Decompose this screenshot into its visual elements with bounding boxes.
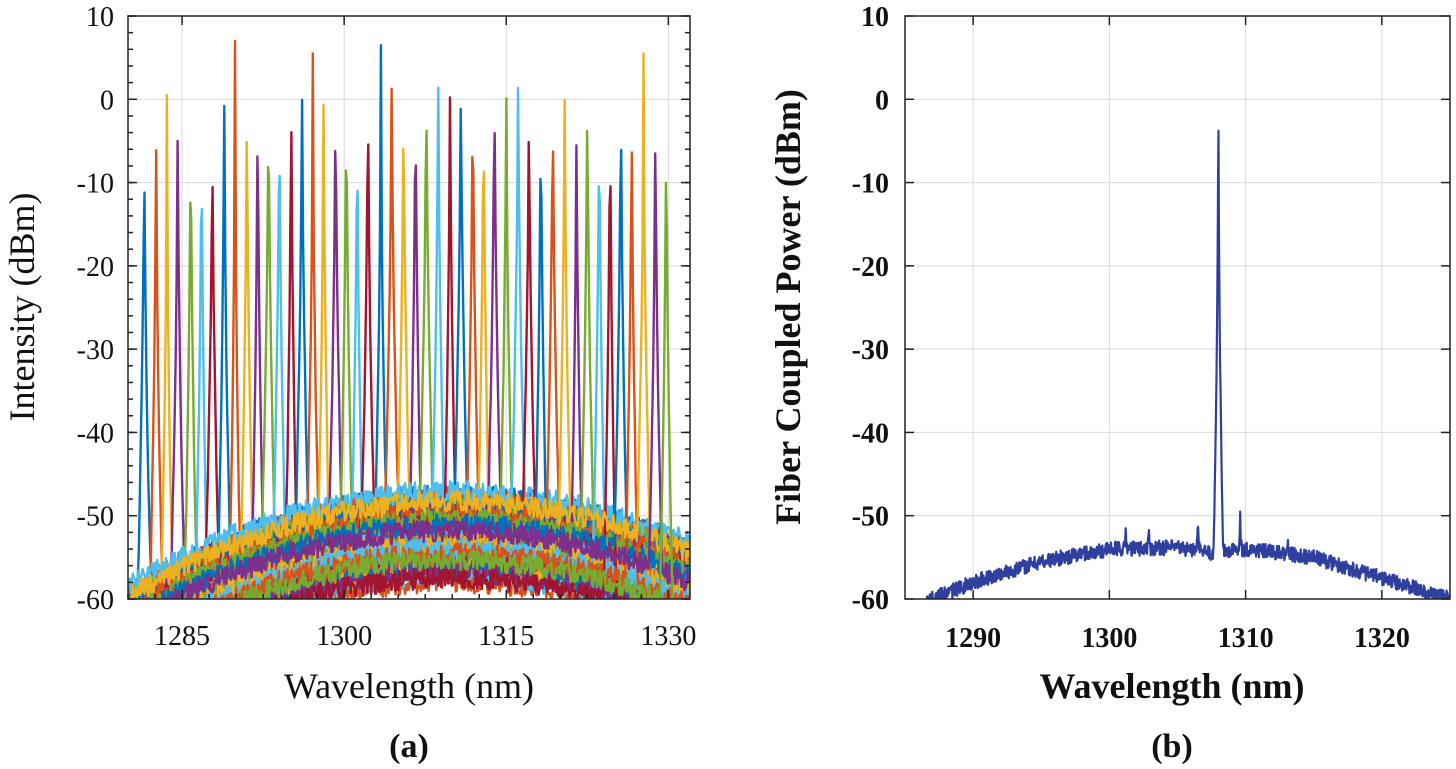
panel-a-spectrum-line	[227, 39, 624, 599]
panel-a-spectrum-line	[128, 52, 690, 599]
panel-a-spectrum-line	[267, 184, 633, 599]
panel-a-x-tick-labels: 1285 1300 1315 1330	[154, 621, 696, 652]
y-tick-label: -10	[852, 169, 889, 200]
panel-b-y-tick-labels: 10 0 -10 -20 -30 -40 -50 -60	[852, 2, 889, 616]
panel-a-spectrum-line	[128, 86, 690, 594]
y-tick-label: -40	[77, 418, 114, 449]
panel-a-y-tick-labels: 10 0 -10 -20 -30 -40 -50 -60	[77, 2, 114, 616]
x-tick-label: 1310	[1218, 623, 1274, 654]
panel-b-series-group	[923, 129, 1450, 599]
panel-a-y-axis-label: Intensity (dBm)	[2, 193, 42, 422]
y-tick-label: 10	[861, 2, 889, 33]
y-tick-label: -30	[77, 335, 114, 366]
y-tick-label: -20	[852, 252, 889, 283]
panel-a-spectrum-line	[222, 181, 684, 599]
panel-b-grid	[905, 15, 1450, 600]
panel-a-tick-marks	[127, 15, 690, 600]
panel-b-x-tick-labels: 1290 1300 1310 1320	[945, 623, 1410, 654]
panel-a-spectrum-line	[194, 185, 690, 599]
y-tick-label: 10	[86, 2, 114, 33]
y-tick-label: -20	[77, 252, 114, 283]
y-tick-label: -60	[852, 585, 889, 616]
x-tick-label: 1330	[640, 621, 696, 652]
y-tick-label: -10	[77, 169, 114, 200]
x-tick-label: 1285	[154, 621, 210, 652]
y-tick-label: -30	[852, 335, 889, 366]
panel-a-x-axis-label: Wavelength (nm)	[284, 666, 534, 706]
panel-a-series-group	[128, 39, 690, 599]
x-tick-label: 1300	[1081, 623, 1137, 654]
panel-a-plot-area	[128, 39, 690, 599]
panel-b-axes-frame	[904, 15, 1451, 600]
x-tick-label: 1300	[316, 621, 372, 652]
panel-b-chart: 10 0 -10 -20 -30 -40 -50 -60 1290 1300 1310 1320 F…	[768, 2, 1451, 765]
x-tick-label: 1290	[945, 623, 1001, 654]
panel-b-plot-area	[923, 129, 1450, 599]
panel-a-spectrum-line	[157, 152, 690, 599]
panel-a-chart: 10 0 -10 -20 -30 -40 -50 -60 1285 1300 1315 1330 I…	[2, 2, 696, 765]
y-tick-label: -40	[852, 418, 889, 449]
y-tick-label: -50	[77, 502, 114, 533]
panel-b-y-axis-label: Fiber Coupled Power (dBm)	[768, 89, 808, 525]
panel-b-spectrum-line	[923, 129, 1450, 599]
panel-b-caption: (b)	[1151, 728, 1193, 765]
panel-a-caption: (a)	[389, 728, 429, 765]
x-tick-label: 1320	[1354, 623, 1410, 654]
x-tick-label: 1315	[478, 621, 534, 652]
y-tick-label: -50	[852, 502, 889, 533]
y-tick-label: 0	[100, 85, 114, 116]
panel-a-axes-frame	[127, 15, 691, 600]
panel-b-x-axis-label: Wavelength (nm)	[1040, 666, 1305, 706]
panel-b-tick-marks	[905, 15, 1450, 600]
y-tick-label: 0	[875, 85, 889, 116]
y-tick-label: -60	[77, 585, 114, 616]
